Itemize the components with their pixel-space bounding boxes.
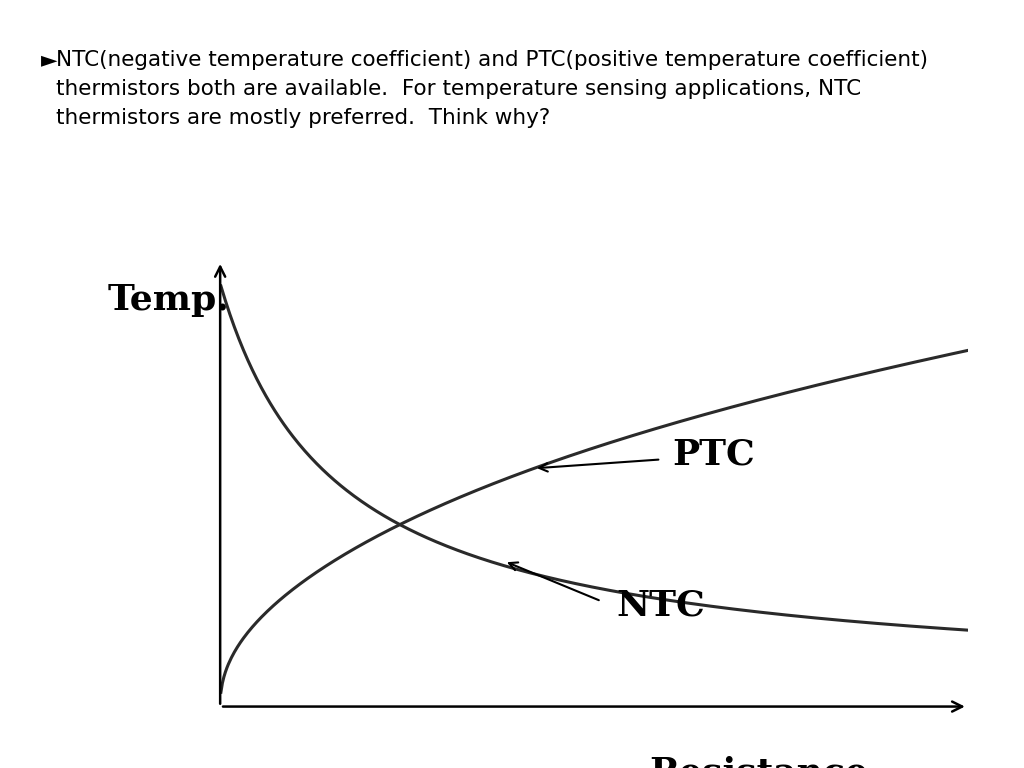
Text: ►: ► (41, 50, 57, 70)
Text: PTC: PTC (673, 438, 755, 472)
Text: Temp.: Temp. (109, 283, 229, 317)
Text: NTC: NTC (616, 589, 706, 623)
Text: Resistance: Resistance (649, 756, 868, 768)
Text: thermistors are mostly preferred.  Think why?: thermistors are mostly preferred. Think … (56, 108, 551, 128)
Text: NTC(negative temperature coefficient) and PTC(positive temperature coefficient): NTC(negative temperature coefficient) an… (56, 50, 929, 70)
Text: thermistors both are available.  For temperature sensing applications, NTC: thermistors both are available. For temp… (56, 79, 861, 99)
